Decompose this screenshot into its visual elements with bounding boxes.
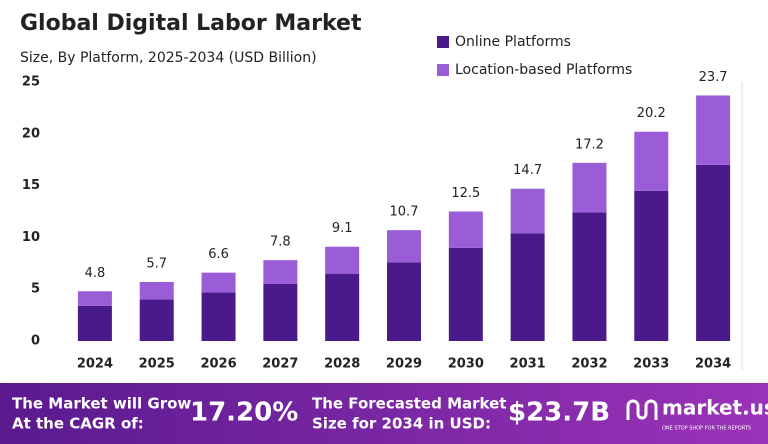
value-label: 10.7 (390, 205, 419, 220)
legend-swatch (437, 64, 449, 76)
chart-title: Global Digital Labor Market (20, 11, 362, 36)
value-label: 4.8 (85, 266, 106, 281)
bar-segment (325, 246, 360, 274)
x-tick-label: 2029 (386, 357, 422, 372)
x-tick-label: 2030 (448, 357, 484, 372)
y-tick-label: 5 (31, 282, 40, 297)
x-tick-label: 2032 (571, 357, 607, 372)
bar-segment (387, 262, 421, 341)
value-label: 14.7 (513, 163, 542, 178)
footer-text: Size for 2034 in USD: (312, 415, 491, 433)
bar-segment (77, 291, 112, 306)
y-tick-label: 25 (22, 75, 40, 90)
bar-segment (201, 272, 236, 293)
bar-segment (201, 292, 236, 341)
value-label: 9.1 (332, 221, 353, 236)
bar-segment (448, 247, 483, 341)
bar-segment (139, 299, 174, 341)
bar-segment (263, 260, 298, 285)
y-tick-label: 10 (22, 230, 40, 245)
bar-segment (696, 95, 731, 165)
value-label: 23.7 (699, 70, 728, 85)
bar-segment (696, 164, 731, 341)
x-tick-label: 2033 (633, 357, 669, 372)
bar-segment (634, 190, 669, 341)
chart-subtitle: Size, By Platform, 2025-2034 (USD Billio… (20, 50, 317, 66)
bar-segment (510, 188, 545, 234)
footer-text: The Market will Grow (12, 395, 191, 413)
legend-label: Location-based Platforms (455, 62, 632, 78)
value-label: 6.6 (208, 247, 229, 262)
y-tick-label: 0 (31, 334, 40, 349)
y-tick-label: 20 (22, 126, 40, 141)
x-tick-label: 2026 (200, 357, 236, 372)
bar-segment (263, 284, 298, 341)
y-tick-label: 15 (22, 178, 40, 193)
bar-segment (572, 162, 607, 213)
bar-segment (572, 212, 607, 341)
bar-segment (387, 230, 421, 263)
bar-segment (510, 233, 545, 341)
x-tick-label: 2028 (324, 357, 360, 372)
bar-segment (77, 305, 112, 341)
bar-segment (634, 131, 669, 191)
legend-swatch (437, 36, 449, 48)
footer: The Market will Grow At the CAGR of: 17.… (12, 395, 768, 433)
value-label: 17.2 (575, 137, 604, 152)
x-tick-label: 2027 (262, 357, 298, 372)
value-label: 20.2 (637, 106, 666, 121)
legend-label: Online Platforms (455, 34, 571, 50)
brand-logo (626, 399, 658, 420)
bar-segment (139, 281, 174, 300)
x-tick-label: 2025 (139, 357, 175, 372)
footer-band (0, 383, 768, 444)
x-tick-label: 2034 (695, 357, 731, 372)
footer-cagr: 17.20% (190, 398, 298, 428)
bar-segment (448, 211, 483, 248)
footer-text: At the CAGR of: (12, 415, 144, 433)
footer-forecast: $23.7B (508, 398, 610, 428)
footer-text: The Forecasted Market (312, 395, 506, 413)
bar-segment (325, 273, 360, 341)
value-label: 7.8 (270, 235, 291, 250)
value-label: 12.5 (451, 186, 480, 201)
brand-tagline: ONE STOP SHOP FOR THE REPORTS (662, 426, 751, 432)
x-tick-label: 2031 (510, 357, 546, 372)
value-label: 5.7 (146, 256, 167, 271)
brand: market.us (662, 396, 768, 420)
x-tick-label: 2024 (77, 357, 113, 372)
